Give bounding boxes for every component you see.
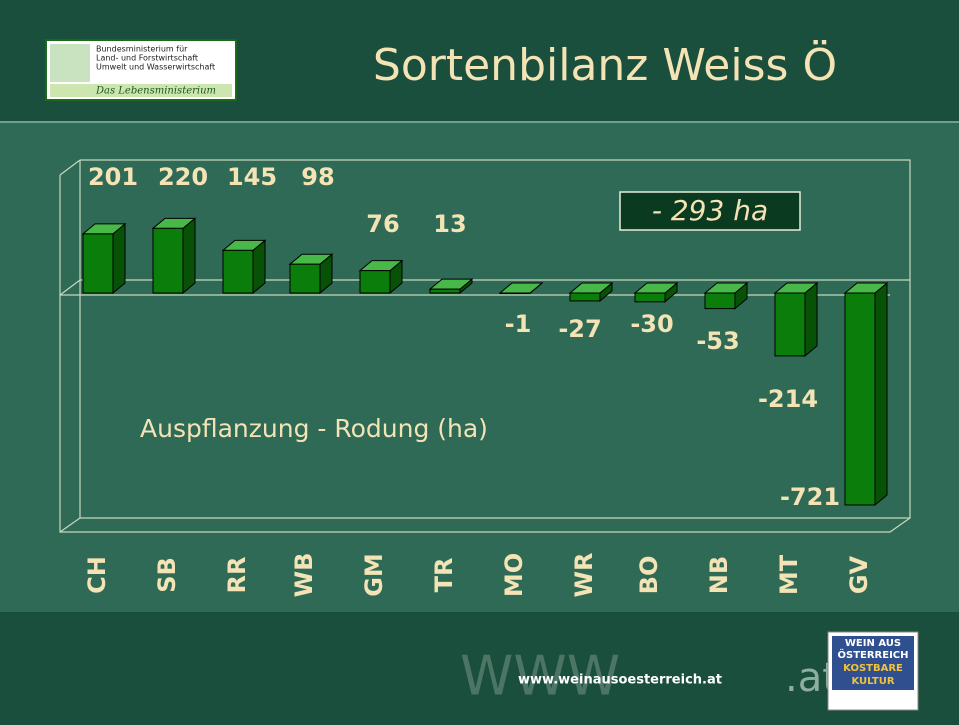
data-label: -1 bbox=[505, 310, 532, 338]
x-tick-label: WR bbox=[570, 553, 598, 598]
data-label: 13 bbox=[433, 210, 466, 238]
x-tick-label: NB bbox=[705, 556, 733, 594]
footer: WWW www.weinausoesterreich.at .at WEIN A… bbox=[460, 631, 919, 711]
logo-text: Bundesministerium für bbox=[96, 45, 188, 54]
data-label: -30 bbox=[630, 310, 673, 338]
x-tick-label: MO bbox=[500, 553, 528, 597]
logo-text: Land- und Forstwirtschaft bbox=[96, 54, 198, 63]
x-tick-label: GM bbox=[360, 553, 388, 597]
total-box bbox=[619, 191, 801, 231]
data-label: 76 bbox=[366, 210, 399, 238]
bar bbox=[152, 227, 184, 294]
badge-text: WEIN AUS bbox=[845, 638, 901, 649]
badge-panel bbox=[832, 636, 914, 690]
footer-url: www.weinausoesterreich.at bbox=[518, 673, 722, 688]
data-label: -721 bbox=[780, 483, 840, 511]
zero-plane bbox=[59, 279, 910, 296]
logo-strip bbox=[50, 84, 232, 97]
bar-side bbox=[182, 217, 196, 295]
x-tick-label: TR bbox=[430, 558, 458, 593]
logo-icon bbox=[50, 44, 90, 82]
bar bbox=[82, 233, 114, 294]
bar-side bbox=[112, 222, 126, 295]
bar bbox=[634, 292, 666, 303]
bar bbox=[289, 263, 321, 294]
bar bbox=[704, 292, 736, 310]
badge-text: KOSTBARE bbox=[843, 663, 903, 674]
bar bbox=[774, 292, 806, 357]
total-label: - 293 ha bbox=[652, 194, 768, 227]
x-tick-label: SB bbox=[153, 557, 181, 593]
bar bbox=[222, 249, 254, 294]
data-label: 201 bbox=[88, 163, 138, 191]
badge-text: ÖSTERREICH bbox=[837, 647, 908, 661]
bar-side bbox=[874, 281, 888, 507]
bar bbox=[569, 292, 601, 302]
logo-text: Umwelt und Wasserwirtschaft bbox=[96, 63, 215, 72]
floor-edge bbox=[59, 517, 81, 533]
x-tick-label: WB bbox=[290, 553, 318, 598]
plot-frame bbox=[59, 159, 911, 533]
data-label: 145 bbox=[227, 163, 277, 191]
x-tick-label: CH bbox=[83, 556, 111, 594]
x-tick-label: MT bbox=[775, 554, 803, 595]
bar-side bbox=[804, 281, 818, 357]
bar bbox=[359, 270, 391, 294]
bar bbox=[844, 292, 876, 506]
data-label: -53 bbox=[696, 327, 739, 355]
x-tick-label: GV bbox=[845, 555, 873, 594]
badge-text: KULTUR bbox=[851, 676, 894, 687]
title: Sortenbilanz Weiss Ö bbox=[373, 39, 837, 91]
footer-band bbox=[0, 612, 959, 725]
footer-watermark: WWW bbox=[460, 645, 620, 708]
data-label: 220 bbox=[158, 163, 208, 191]
data-label: -214 bbox=[758, 385, 818, 413]
side-edge bbox=[59, 159, 81, 176]
floor-edge bbox=[59, 175, 911, 533]
data-label: 98 bbox=[301, 163, 334, 191]
x-tick-label: BO bbox=[635, 556, 663, 595]
x-tick-label: RR bbox=[223, 557, 251, 594]
logo: Bundesministerium für Land- und Forstwir… bbox=[45, 39, 237, 101]
data-label: -27 bbox=[558, 315, 601, 343]
bar bbox=[429, 288, 461, 294]
bar bbox=[499, 292, 531, 294]
subtitle: Auspflanzung - Rodung (ha) bbox=[140, 414, 488, 443]
logo-text: Das Lebensministerium bbox=[95, 86, 216, 97]
